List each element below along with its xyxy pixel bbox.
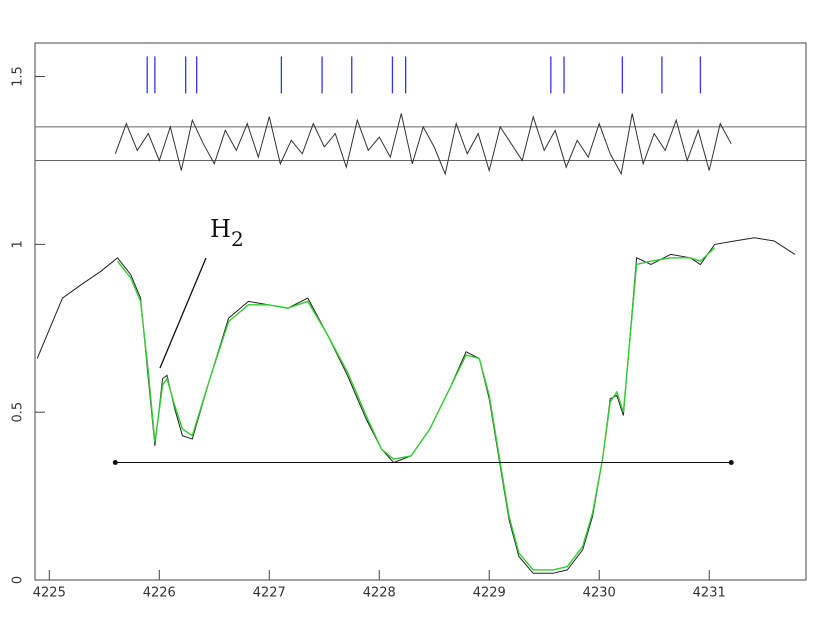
x-tick-label: 4229 [473,586,506,601]
x-tick-label: 4231 [693,586,726,601]
x-tick-label: 4230 [583,586,616,601]
y-tick-label: 1 [11,240,26,248]
annotation-pointer [159,257,207,369]
y-tick-label: 1.5 [11,66,26,87]
plot-frame [34,42,807,581]
annotation-subscript: 2 [231,227,244,251]
y-tick-label: 0 [11,576,26,584]
x-tick-label: 4227 [253,586,286,601]
x-tick-label: 4226 [143,586,176,601]
annotation-text: H [210,215,231,243]
y-tick-label: 0.5 [11,402,26,423]
annotation: H2 [210,215,244,251]
x-tick-label: 4225 [33,586,66,601]
endpoint [112,460,118,466]
x-tick-label: 4228 [363,586,396,601]
endpoint [728,460,734,466]
series-line [114,113,732,176]
series-line [116,247,716,571]
